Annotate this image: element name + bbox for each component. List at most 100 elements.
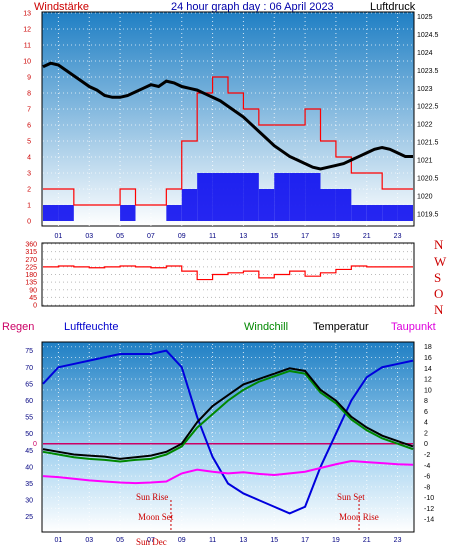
temperature-tick-10: 10 bbox=[424, 387, 432, 394]
direction-tick-315: 315 bbox=[25, 249, 37, 256]
direction-label-n-top: N bbox=[434, 237, 444, 252]
pressure-tick-1022: 1022 bbox=[417, 122, 433, 129]
direction-label-o: O bbox=[434, 286, 443, 301]
wind-tick-1: 1 bbox=[27, 203, 31, 210]
wind-tick-8: 8 bbox=[27, 91, 31, 98]
legend-rain: Regen bbox=[2, 321, 34, 333]
temperature-tick-2: 2 bbox=[424, 430, 428, 437]
gust-bar-22 bbox=[382, 205, 398, 221]
legend-temperature: Temperatur bbox=[313, 321, 369, 333]
gust-bar-18 bbox=[320, 189, 336, 221]
wind-tick-11: 11 bbox=[24, 43, 31, 50]
pressure-tick-1024.5: 1024.5 bbox=[417, 32, 439, 39]
p3-xtick-15: 15 bbox=[270, 537, 278, 544]
p3-xtick-03: 03 bbox=[85, 537, 93, 544]
legend-humidity: Luftfeuchte bbox=[64, 321, 118, 333]
humidity-tick-70: 70 bbox=[25, 365, 33, 372]
temperature-line bbox=[42, 367, 414, 460]
direction-tick-225: 225 bbox=[25, 264, 37, 271]
gust-bar-17 bbox=[305, 173, 321, 221]
gust-bar-14 bbox=[258, 189, 275, 221]
p3-xtick-05: 05 bbox=[116, 537, 124, 544]
humidity-tick-55: 55 bbox=[25, 415, 33, 422]
pressure-tick-1025: 1025 bbox=[417, 14, 433, 21]
humidity-tick-60: 60 bbox=[25, 398, 33, 405]
pressure-tick-1021: 1021 bbox=[417, 158, 433, 165]
pressure-tick-1019.5: 1019.5 bbox=[417, 211, 439, 218]
gust-bar-10 bbox=[197, 173, 213, 221]
wind-tick-6: 6 bbox=[27, 123, 31, 130]
pressure-tick-1020: 1020 bbox=[417, 193, 433, 200]
wind-tick-7: 7 bbox=[27, 107, 31, 114]
temperature-tick--10: -10 bbox=[424, 495, 434, 502]
temperature-tick-4: 4 bbox=[424, 420, 428, 427]
wind-tick-2: 2 bbox=[27, 187, 31, 194]
wind-tick-3: 3 bbox=[27, 171, 31, 178]
temperature-tick--8: -8 bbox=[424, 484, 430, 491]
p1-xtick-23: 23 bbox=[394, 233, 402, 240]
temperature-tick--4: -4 bbox=[424, 463, 430, 470]
p3-xtick-13: 13 bbox=[240, 537, 248, 544]
temperature-tick-8: 8 bbox=[424, 398, 428, 405]
direction-tick-45: 45 bbox=[29, 295, 37, 302]
p3-xtick-17: 17 bbox=[301, 537, 309, 544]
humidity-tick-50: 50 bbox=[25, 431, 33, 438]
gust-bar-13 bbox=[243, 173, 259, 221]
wind-tick-9: 9 bbox=[27, 75, 31, 82]
pressure-tick-1023: 1023 bbox=[417, 86, 433, 93]
p1-xtick-19: 19 bbox=[332, 233, 340, 240]
p1-xtick-09: 09 bbox=[178, 233, 186, 240]
direction-tick-360: 360 bbox=[25, 242, 37, 249]
gust-bar-8 bbox=[166, 205, 182, 221]
wind-strength-title: Windstärke bbox=[34, 1, 89, 13]
humidity-tick-25: 25 bbox=[25, 514, 33, 521]
p1-xtick-13: 13 bbox=[240, 233, 248, 240]
direction-tick-135: 135 bbox=[25, 280, 37, 287]
wind-tick-10: 10 bbox=[23, 59, 31, 66]
gust-bar-19 bbox=[335, 189, 352, 221]
direction-tick-0: 0 bbox=[33, 303, 37, 310]
humidity-tick-40: 40 bbox=[25, 464, 33, 471]
gust-bar-11 bbox=[212, 173, 228, 221]
p1-xtick-15: 15 bbox=[270, 233, 278, 240]
moon-rise-label: Moon Rise bbox=[339, 512, 379, 522]
p1-xtick-03: 03 bbox=[85, 233, 93, 240]
gust-bar-15 bbox=[274, 173, 290, 221]
p3-xtick-21: 21 bbox=[363, 537, 371, 544]
wind-direction-line bbox=[43, 265, 413, 281]
p1-xtick-21: 21 bbox=[363, 233, 371, 240]
temperature-tick--2: -2 bbox=[424, 452, 430, 459]
pressure-title: Luftdruck bbox=[370, 1, 416, 13]
pressure-line bbox=[42, 61, 413, 171]
p3-xtick-23: 23 bbox=[394, 537, 402, 544]
rain-axis-label: 0 bbox=[33, 441, 37, 448]
sun-rise-label: Sun Rise bbox=[136, 492, 168, 502]
direction-label-s: S bbox=[434, 270, 441, 285]
direction-tick-180: 180 bbox=[25, 272, 37, 279]
wind-tick-0: 0 bbox=[27, 219, 31, 226]
wind-tick-12: 12 bbox=[23, 27, 31, 34]
gust-bar-21 bbox=[366, 205, 383, 221]
humidity-tick-30: 30 bbox=[25, 498, 33, 505]
temperature-tick-12: 12 bbox=[424, 377, 432, 384]
gust-bar-16 bbox=[289, 173, 306, 221]
gust-bar-12 bbox=[228, 173, 244, 221]
wind-tick-5: 5 bbox=[27, 139, 31, 146]
direction-label-w: W bbox=[434, 254, 447, 269]
temperature-tick--12: -12 bbox=[424, 506, 434, 513]
legend-windchill: Windchill bbox=[244, 321, 288, 333]
humidity-tick-65: 65 bbox=[25, 381, 33, 388]
chart-title: 24 hour graph day : 06 April 2023 bbox=[171, 1, 334, 13]
p1-xtick-07: 07 bbox=[147, 233, 155, 240]
pressure-tick-1024: 1024 bbox=[417, 50, 433, 57]
gust-bar-0 bbox=[43, 205, 59, 221]
pressure-tick-1022.5: 1022.5 bbox=[417, 104, 439, 111]
humidity-tick-35: 35 bbox=[25, 481, 33, 488]
pressure-tick-1020.5: 1020.5 bbox=[417, 175, 439, 182]
humidity-tick-45: 45 bbox=[25, 448, 33, 455]
humidity-tick-75: 75 bbox=[25, 348, 33, 355]
p1-xtick-05: 05 bbox=[116, 233, 124, 240]
temperature-tick-6: 6 bbox=[424, 409, 428, 416]
